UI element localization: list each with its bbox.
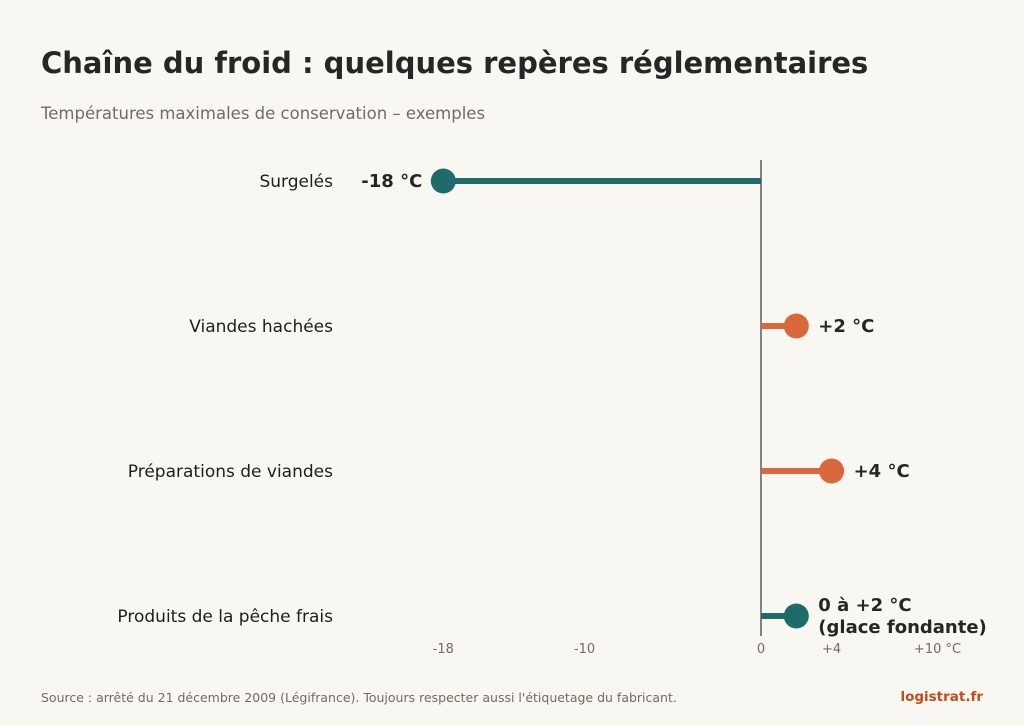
x-tick-label: +4 — [822, 642, 841, 657]
x-tick-label: -10 — [574, 642, 595, 657]
value-label: +4 °C — [854, 461, 910, 482]
x-tick-label: -18 — [433, 642, 454, 657]
x-tick-label: 0 — [757, 642, 765, 657]
x-tick-label: +10 °C — [914, 642, 961, 657]
lollipop-dot — [783, 313, 809, 339]
lollipop-chart: Surgelés -18 °C Viandes hachées +2 °C Prépar… — [117, 160, 987, 657]
category-label: Viandes hachées — [189, 317, 333, 337]
lollipop-dot — [430, 168, 456, 194]
value-label: +2 °C — [818, 316, 874, 337]
brand-label: logistrat.fr — [900, 689, 983, 705]
source-note: Source : arrêté du 21 décembre 2009 (Lég… — [41, 690, 677, 705]
chart-title: Chaîne du froid : quelques repères régle… — [41, 46, 869, 80]
category-label: Surgelés — [259, 172, 333, 192]
lollipop-dot — [819, 458, 845, 484]
value-label: (glace fondante) — [818, 617, 986, 638]
value-label: -18 °C — [361, 171, 422, 192]
category-label: Préparations de viandes — [128, 462, 333, 482]
chart-subtitle: Températures maximales de conservation –… — [41, 104, 486, 123]
value-label: 0 à +2 °C — [818, 595, 911, 616]
category-label: Produits de la pêche frais — [117, 607, 333, 627]
lollipop-dot — [783, 603, 809, 629]
